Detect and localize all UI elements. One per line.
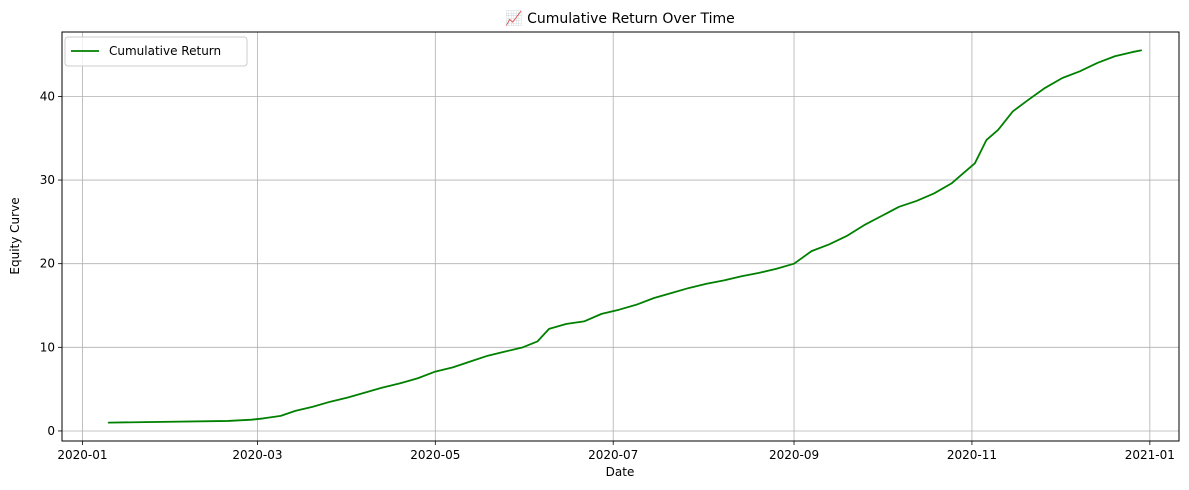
legend: Cumulative Return — [64, 36, 248, 67]
series-line-0 — [107, 49, 1142, 424]
series-layer — [107, 49, 1142, 424]
x-tick-label: 2020-11 — [947, 448, 997, 462]
legend-box — [64, 36, 248, 67]
x-tick-label: 2020-03 — [232, 448, 282, 462]
y-tick-label: 30 — [40, 173, 55, 187]
plot-frame — [61, 31, 1180, 442]
y-tick-label: 40 — [40, 89, 55, 103]
x-tick-label: 2021-01 — [1125, 448, 1175, 462]
y-axis-label: Equity Curve — [8, 197, 22, 274]
legend-label: Cumulative Return — [109, 44, 221, 58]
ticks: 2020-01 2020-03 2020-05 2020-07 2020-09 2020-… — [40, 89, 1175, 462]
y-tick-label: 0 — [47, 424, 55, 438]
chart-title: 📈 Cumulative Return Over Time — [505, 10, 735, 27]
x-axis-label: Date — [606, 465, 635, 479]
x-tick-label: 2020-05 — [410, 448, 460, 462]
x-tick-label: 2020-09 — [769, 448, 819, 462]
y-tick-label: 10 — [40, 340, 55, 354]
x-tick-label: 2020-01 — [57, 448, 107, 462]
y-tick-label: 20 — [40, 257, 55, 271]
grid — [62, 32, 1179, 441]
x-tick-label: 2020-07 — [588, 448, 638, 462]
